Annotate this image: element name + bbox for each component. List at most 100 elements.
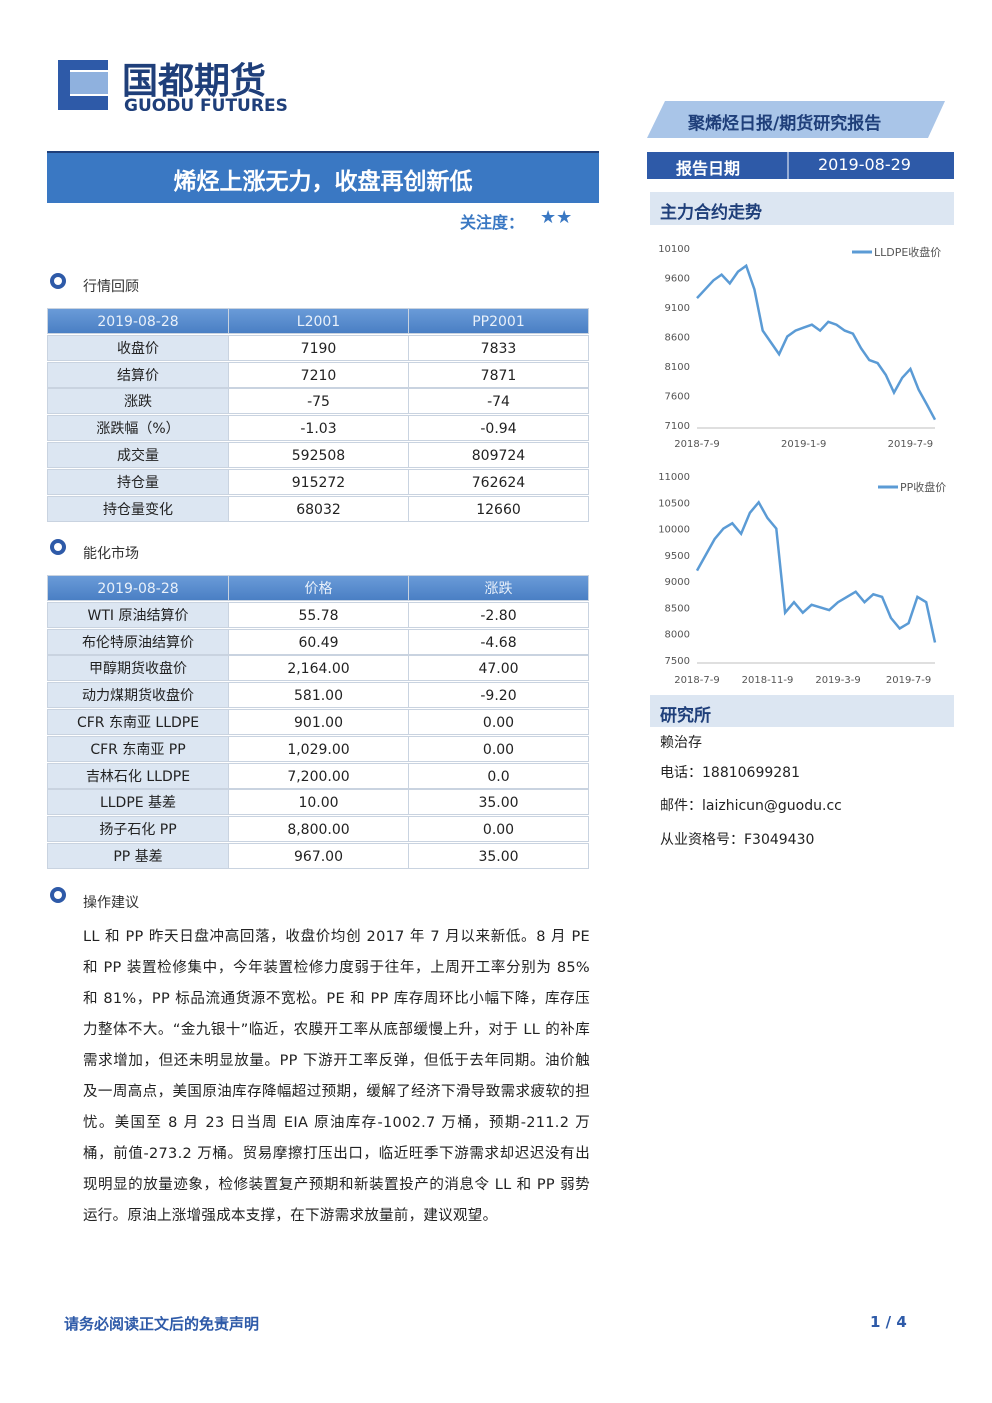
table-cell: 吉林石化 LLDPE (47, 762, 229, 789)
table-cell: 35.00 (408, 843, 589, 869)
table-cell: 成交量 (47, 442, 229, 468)
table-cell: CFR 东南亚 LLDPE (47, 709, 229, 735)
y-tick-label: 8000 (665, 630, 690, 641)
table-cell: 1,029.00 (228, 735, 409, 762)
table-cell: -74 (408, 388, 589, 415)
x-tick-label: 2019-1-9 (781, 439, 826, 450)
table-cell: 7,200.00 (228, 762, 409, 789)
institute-header-bg (650, 695, 954, 727)
table-cell: 35.00 (408, 789, 589, 816)
y-tick-label: 11000 (658, 472, 690, 483)
table-cell: 592508 (228, 442, 409, 468)
logo-en: GUODU FUTURES (124, 96, 288, 116)
institute-header: 研究所 (660, 706, 711, 726)
table-cell: 762624 (408, 468, 589, 495)
legend-label: PP收盘价 (900, 480, 946, 494)
x-tick-label: 2019-3-9 (815, 675, 860, 686)
table-header-cell: 价格 (228, 575, 409, 601)
advice-text: LL 和 PP 昨天日盘冲高回落，收盘价均创 2017 年 7 月以来新低。8 … (83, 929, 590, 1224)
section-title: 操作建议 (83, 895, 139, 911)
table-cell: 涨跌 (47, 388, 229, 415)
attention-stars: ★★ (540, 207, 573, 228)
x-tick-label: 2019-7-9 (886, 675, 931, 686)
y-tick-label: 9500 (665, 551, 690, 562)
table-cell: 7833 (408, 334, 589, 361)
y-tick-label: 8600 (665, 333, 690, 344)
table-cell: 7190 (228, 334, 409, 361)
line-series (695, 500, 937, 643)
table-cell: 8,800.00 (228, 816, 409, 843)
table-header-cell: 2019-08-28 (47, 575, 229, 601)
x-tick-label: 2019-7-9 (888, 439, 933, 450)
table-cell: 0.0 (408, 762, 589, 789)
table-cell: -75 (228, 388, 409, 415)
date-value: 2019-08-29 (818, 155, 911, 174)
y-tick-label: 9000 (665, 577, 690, 588)
table-cell: -1.03 (228, 415, 409, 442)
table-cell: 甲醇期货收盘价 (47, 655, 229, 682)
report-type-banner (647, 101, 945, 138)
x-tick-label: 2018-7-9 (674, 439, 719, 450)
x-tick-label: 2018-11-9 (742, 675, 794, 686)
legend-label: LLDPE收盘价 (874, 245, 941, 259)
date-bar (647, 152, 954, 179)
table-cell: 0.00 (408, 816, 589, 843)
table-cell: 持仓量变化 (47, 495, 229, 522)
section-icon (50, 273, 66, 289)
table-cell: 收盘价 (47, 334, 229, 361)
y-tick-label: 9100 (665, 303, 690, 314)
y-tick-label: 10100 (658, 244, 690, 255)
y-tick-label: 10500 (658, 498, 690, 509)
table-header-cell: 涨跌 (408, 575, 589, 601)
table-cell: 7210 (228, 361, 409, 388)
analyst-email: 邮件：laizhicun@guodu.cc (660, 798, 842, 814)
table-cell: 12660 (408, 495, 589, 522)
y-tick-label: 7100 (665, 421, 690, 432)
line-series (696, 263, 937, 421)
table-cell: -2.80 (408, 601, 589, 628)
disclaimer: 请务必阅读正文后的免责声明 (64, 1315, 260, 1333)
title-bar (47, 152, 599, 203)
section-icon (50, 539, 66, 555)
table-cell: 0.00 (408, 735, 589, 762)
table-cell: 60.49 (228, 628, 409, 655)
y-tick-label: 8500 (665, 603, 690, 614)
section-title: 行情回顾 (83, 279, 139, 295)
table-cell: CFR 东南亚 PP (47, 735, 229, 762)
table-cell: 涨跌幅（%） (47, 415, 229, 442)
table-cell: 68032 (228, 495, 409, 522)
logo-cn: 国都期货 (122, 61, 267, 102)
table-cell: 915272 (228, 468, 409, 495)
date-label: 报告日期 (676, 159, 741, 178)
table-cell: 581.00 (228, 682, 409, 709)
x-tick-label: 2018-7-9 (674, 675, 719, 686)
table-cell: 扬子石化 PP (47, 816, 229, 843)
attention-label: 关注度： (460, 213, 525, 232)
table-cell: 0.00 (408, 709, 589, 735)
title: 烯烃上涨无力，收盘再创新低 (173, 169, 473, 195)
table-cell: WTI 原油结算价 (47, 601, 229, 628)
page-number: 1 / 4 (870, 1313, 907, 1331)
section-icon (50, 887, 66, 903)
table-cell: 809724 (408, 442, 589, 468)
report-type: 聚烯烃日报/期货研究报告 (688, 114, 882, 134)
table-cell: 55.78 (228, 601, 409, 628)
table-header-cell: L2001 (228, 308, 409, 334)
analyst-phone: 电话：18810699281 (660, 765, 800, 781)
table-cell: 结算价 (47, 361, 229, 388)
table-cell: 967.00 (228, 843, 409, 869)
logo-mark-inner (70, 72, 108, 94)
table-cell: 2,164.00 (228, 655, 409, 682)
analyst-license: 从业资格号：F3049430 (660, 832, 815, 848)
y-tick-label: 9600 (665, 274, 690, 285)
logo-mark (58, 60, 108, 110)
table-cell: PP 基差 (47, 843, 229, 869)
table-cell: 7871 (408, 361, 589, 388)
trend-header: 主力合约走势 (660, 203, 762, 223)
analyst-name: 赖治存 (660, 735, 702, 751)
table-cell: LLDPE 基差 (47, 789, 229, 816)
trend-header-bg (650, 192, 954, 225)
table-cell: 901.00 (228, 709, 409, 735)
y-tick-label: 7600 (665, 392, 690, 403)
